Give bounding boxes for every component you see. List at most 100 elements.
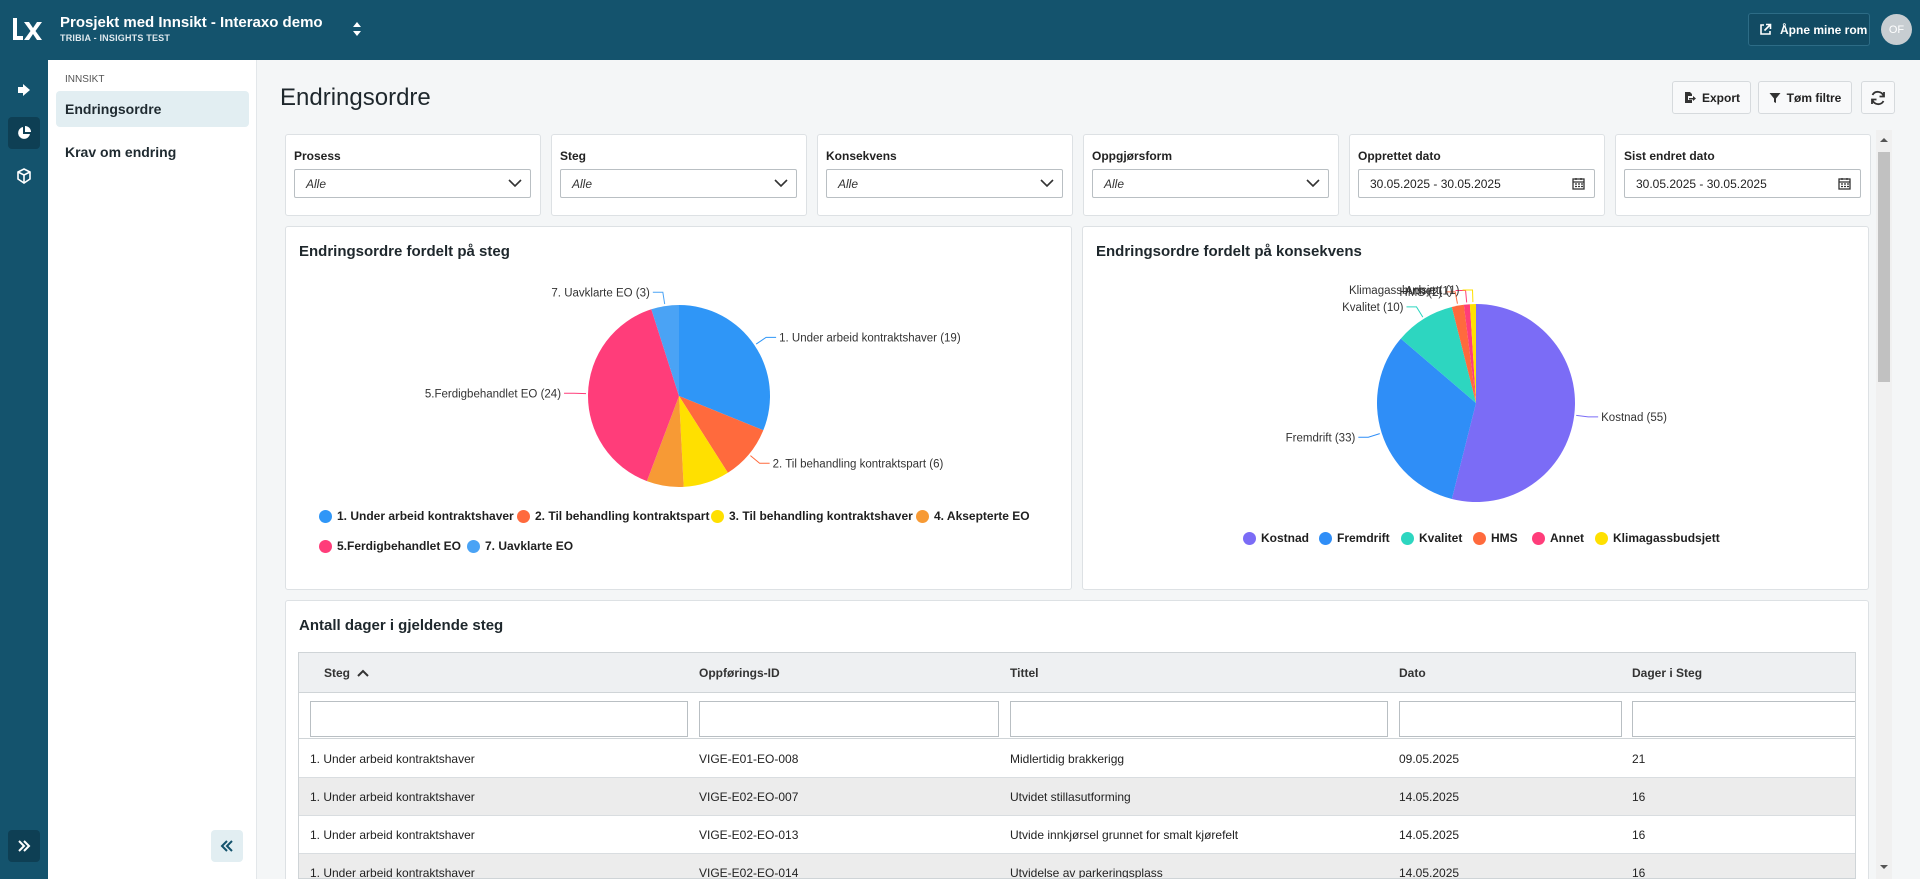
pie-slice-label: Klimagassbudsjett (1) (1349, 285, 1460, 297)
chart-title: Endringsordre fordelt på steg (299, 243, 510, 260)
rail-model-button[interactable] (8, 160, 40, 192)
cell-steg: 1. Under arbeid kontraktshaver (310, 790, 475, 804)
legend-item[interactable]: Fremdrift (1319, 531, 1390, 545)
filter-label: Steg (560, 149, 587, 163)
expand-sidebar-button[interactable] (8, 830, 40, 862)
legend-item[interactable]: Annet (1532, 531, 1584, 545)
dager-i-steg-filter-input[interactable] (1632, 701, 1855, 737)
filter-value: 30.05.2025 - 30.05.2025 (1370, 176, 1501, 191)
cell-dato: 14.05.2025 (1399, 866, 1460, 879)
pie-slice-label: Kostnad (55) (1601, 412, 1667, 424)
legend-item[interactable]: 7. Uavklarte EO (467, 539, 573, 553)
sidenav-item-krav-om-endring[interactable]: Krav om endring (56, 134, 249, 170)
legend-item[interactable]: Kvalitet (1401, 531, 1462, 545)
scroll-up-icon[interactable] (1876, 132, 1892, 148)
pie-slice[interactable] (1463, 304, 1476, 403)
pie-slice-label: Kvalitet (10) (1342, 302, 1404, 314)
collapse-sidenav-button[interactable] (211, 830, 243, 862)
legend-dot (517, 509, 530, 523)
filter-label: Sist endret dato (1624, 149, 1715, 163)
scroll-down-icon[interactable] (1876, 859, 1892, 875)
cell-oppforings-id: VIGE-E02-EO-014 (699, 866, 799, 879)
clear-filters-label: Tøm filtre (1786, 90, 1842, 105)
sist-endret-dato-picker[interactable]: 30.05.2025 - 30.05.2025 (1624, 169, 1861, 198)
pie-slice[interactable] (679, 305, 770, 431)
pie-slice[interactable] (679, 396, 728, 487)
legend-label: 1. Under arbeid kontraktshaver (337, 509, 514, 523)
pie-label-leader (1406, 306, 1424, 318)
legend-label: Annet (1550, 531, 1584, 545)
rail-process-button[interactable] (8, 74, 40, 106)
table-row[interactable]: 1. Under arbeid kontraktshaver VIGE-E02-… (299, 816, 1855, 854)
logo-icon[interactable] (10, 14, 44, 44)
legend-item[interactable]: 3. Til behandling kontraktshaver (711, 509, 913, 523)
column-header-steg[interactable]: Steg (324, 653, 370, 693)
steg-filter-input[interactable] (310, 701, 688, 737)
pie-slice-label: HMS (2) (1399, 287, 1442, 299)
sidenav-item-endringsordre[interactable]: Endringsordre (56, 91, 249, 127)
filter-opprettet-dato: Opprettet dato 30.05.2025 - 30.05.2025 (1349, 134, 1605, 216)
pie-slice[interactable] (651, 305, 679, 396)
refresh-button[interactable] (1861, 81, 1895, 114)
sidenav-item-label: Endringsordre (65, 101, 162, 117)
pie-slice[interactable] (588, 309, 679, 482)
pie-slice[interactable] (1451, 304, 1476, 403)
pie-slice[interactable] (1469, 304, 1476, 403)
dato-filter-input[interactable] (1399, 701, 1622, 737)
column-header-dato[interactable]: Dato (1399, 653, 1426, 693)
avatar[interactable]: OF (1881, 14, 1912, 45)
filter-value: Alle (306, 176, 327, 191)
pie-slice-label: Annet (1) (1405, 285, 1452, 297)
vertical-scrollbar[interactable] (1876, 130, 1892, 879)
pie-chart-konsekvens: Kostnad (55) Fremdrift (33) Kvalitet (10) H… (1286, 285, 1667, 502)
legend-item[interactable]: HMS (1473, 531, 1518, 545)
oppgjorsform-select[interactable]: Alle (1092, 169, 1329, 198)
legend-item[interactable]: 2. Til behandling kontraktspart (517, 509, 709, 523)
column-header-dager-i-steg[interactable]: Dager i Steg (1632, 653, 1702, 693)
pie-slice[interactable] (679, 396, 764, 473)
table-row[interactable]: 1. Under arbeid kontraktshaver VIGE-E02-… (299, 778, 1855, 816)
legend-label: 5.Ferdigbehandlet EO (337, 539, 462, 553)
pie-slice-label: Fremdrift (33) (1286, 432, 1356, 444)
calendar-icon[interactable] (1838, 177, 1851, 190)
column-header-label: Steg (324, 666, 351, 680)
opprettet-dato-picker[interactable]: 30.05.2025 - 30.05.2025 (1358, 169, 1595, 198)
legend-dot (1595, 531, 1608, 545)
legend-dot (319, 509, 332, 523)
pie-slice[interactable] (1377, 338, 1476, 500)
table-row[interactable]: 1. Under arbeid kontraktshaver VIGE-E01-… (299, 740, 1855, 778)
legend-item[interactable]: 4. Aksepterte EO (916, 509, 1030, 523)
konsekvens-select[interactable]: Alle (826, 169, 1063, 198)
open-my-rooms-button[interactable]: Åpne mine rom (1748, 13, 1870, 46)
clear-filters-button[interactable]: Tøm filtre (1758, 81, 1852, 114)
legend-item[interactable]: 5.Ferdigbehandlet EO (319, 539, 461, 553)
column-header-oppforings-id[interactable]: Oppførings-ID (699, 653, 780, 693)
sidenav-section-label: INNSIKT (65, 74, 105, 85)
export-button[interactable]: Export (1672, 81, 1751, 114)
calendar-icon[interactable] (1572, 177, 1585, 190)
project-subtitle: TRIBIA - INSIGHTS TEST (60, 33, 171, 43)
rail-insights-button[interactable] (8, 117, 40, 149)
pie-slice[interactable] (646, 396, 684, 487)
legend-item[interactable]: Klimagassbudsjett (1595, 531, 1720, 545)
legend-item[interactable]: 1. Under arbeid kontraktshaver (319, 509, 514, 523)
project-title[interactable]: Prosjekt med Innsikt - Interaxo demo (60, 14, 323, 31)
scrollbar-thumb[interactable] (1878, 152, 1890, 382)
steg-select[interactable]: Alle (560, 169, 797, 198)
filter-oppgjorsform: Oppgjørsform Alle (1083, 134, 1339, 216)
legend-label: 4. Aksepterte EO (934, 509, 1030, 523)
chevron-down-icon (1306, 179, 1320, 188)
legend-dot (1473, 531, 1486, 545)
table-row[interactable]: 1. Under arbeid kontraktshaver VIGE-E02-… (299, 854, 1855, 879)
project-switch-icon[interactable] (350, 20, 364, 38)
pie-slice[interactable] (1400, 306, 1476, 403)
legend-item[interactable]: Kostnad (1243, 531, 1309, 545)
pie-slice[interactable] (1451, 304, 1575, 502)
filter-value: Alle (1104, 176, 1125, 191)
prosess-select[interactable]: Alle (294, 169, 531, 198)
process-arrow-icon (18, 84, 30, 96)
legend-label: Kostnad (1261, 531, 1309, 545)
oppforings-id-filter-input[interactable] (699, 701, 999, 737)
column-header-tittel[interactable]: Tittel (1010, 653, 1038, 693)
tittel-filter-input[interactable] (1010, 701, 1388, 737)
